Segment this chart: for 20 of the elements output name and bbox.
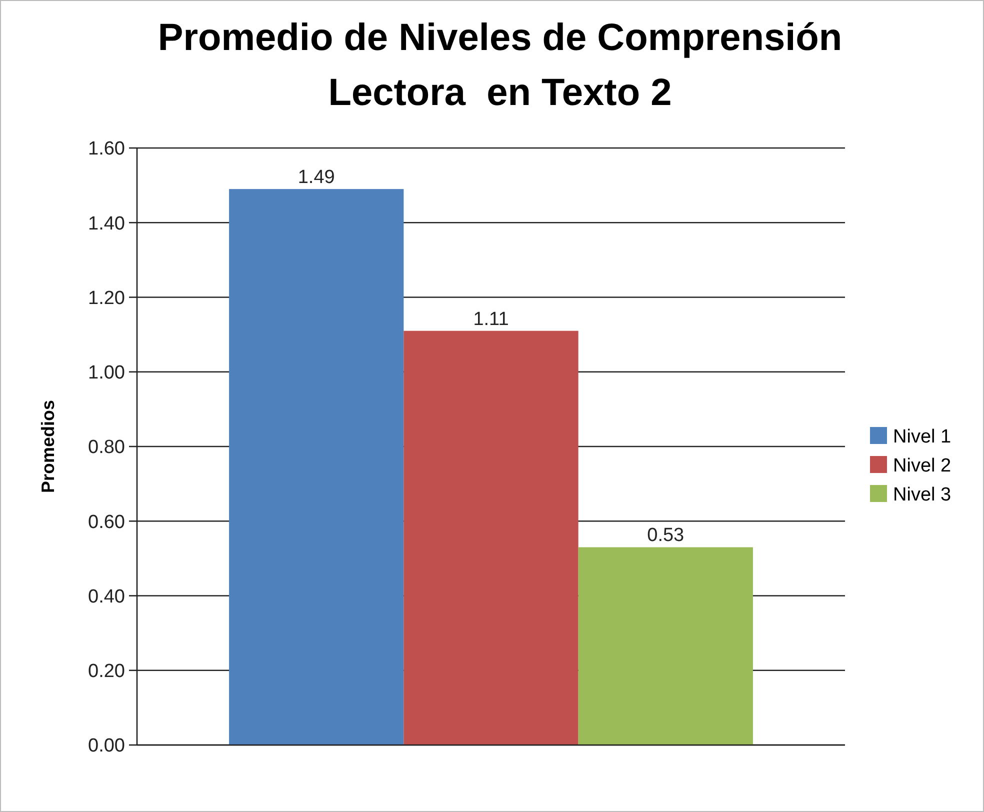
- data-label: 0.53: [647, 525, 684, 546]
- y-tick-label: 1.40: [88, 213, 125, 234]
- y-tick-label: 0.00: [88, 736, 125, 757]
- data-label: 1.49: [298, 167, 335, 188]
- y-tick-label: 1.20: [88, 288, 125, 309]
- data-label: 1.11: [473, 308, 509, 330]
- y-tick-label: 0.40: [88, 586, 125, 608]
- y-tick-label: 1.60: [88, 138, 125, 160]
- y-axis-title: Promedios: [38, 400, 58, 494]
- y-tick-label: 1.00: [88, 362, 125, 384]
- bar: [578, 547, 753, 745]
- legend-label: Nivel 1: [893, 426, 952, 448]
- bar: [229, 189, 404, 745]
- legend-label: Nivel 2: [893, 456, 952, 477]
- y-tick-label: 0.60: [88, 512, 125, 533]
- y-tick-label: 0.20: [88, 661, 125, 682]
- chart-title: Promedio de Niveles de Comprensión Lectora en Texto 2: [158, 17, 842, 114]
- y-tick-label: 0.80: [88, 437, 125, 458]
- legend-label: Nivel 3: [893, 484, 952, 506]
- bar: [404, 330, 578, 745]
